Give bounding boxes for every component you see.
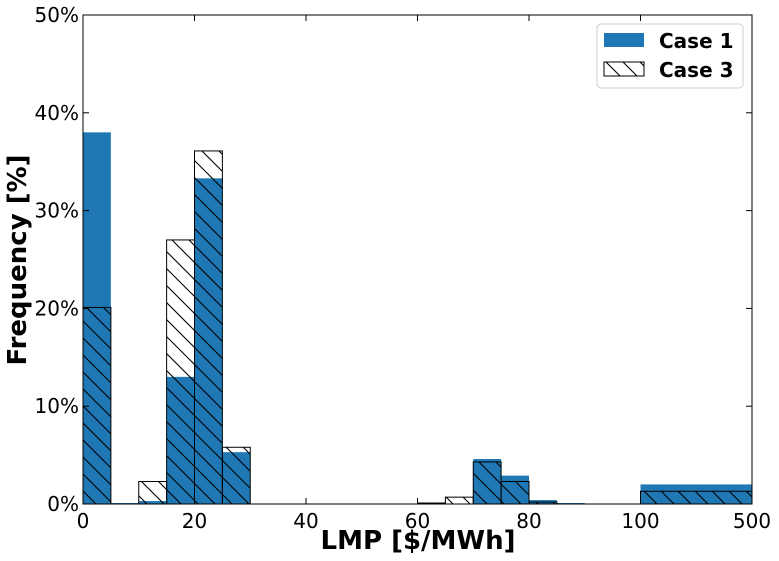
y-tick-label: 30% [35, 199, 79, 223]
legend-label-case-1: Case 1 [659, 29, 734, 53]
bar-case-3-3 [194, 150, 223, 505]
x-tick-label: 0 [77, 509, 90, 533]
y-tick-label: 20% [35, 296, 79, 320]
legend: Case 1 Case 3 [596, 23, 744, 89]
bar-case-3-7 [472, 461, 502, 505]
x-tick-label: 100 [621, 509, 659, 533]
axis-ticks: 0 20 40 60 80 100 500 0% 10% 20% 30% 40% 50% [35, 3, 772, 533]
bar-case-3-2 [166, 239, 195, 505]
bar-case-3-1 [138, 481, 168, 505]
y-tick-label: 40% [35, 101, 79, 125]
x-tick-label: 20 [182, 509, 207, 533]
x-tick-label: 40 [293, 509, 318, 533]
y-tick-label: 10% [35, 394, 79, 418]
x-axis-title: LMP [$/MWh] [321, 526, 516, 556]
bar-case-3-8 [500, 481, 530, 505]
legend-swatch-case-1 [604, 33, 644, 47]
x-tick-label: 500 [733, 509, 771, 533]
x-tick-label: 60 [405, 509, 430, 533]
legend-label-case-3: Case 3 [659, 58, 734, 82]
legend-swatch-case-3 [603, 61, 645, 77]
bar-case-3-4 [221, 446, 251, 505]
x-tick-label: 80 [516, 509, 541, 533]
bar-case-3-10 [640, 490, 753, 505]
y-tick-label: 0% [47, 492, 79, 516]
y-axis-title: Frequency [%] [3, 154, 33, 365]
bar-case-3-6 [444, 496, 474, 505]
y-tick-label: 50% [35, 3, 79, 27]
